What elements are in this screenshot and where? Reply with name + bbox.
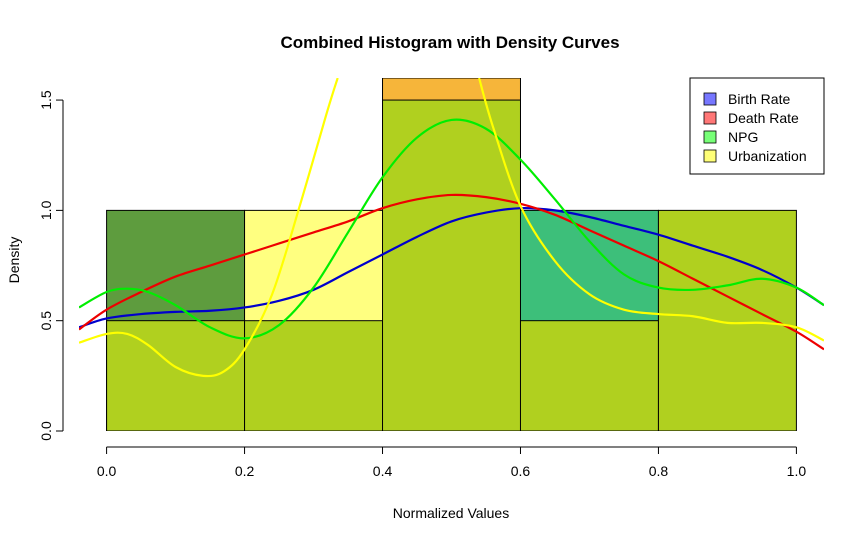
chart-title: Combined Histogram with Density Curves	[280, 33, 619, 52]
x-tick-label: 0.4	[373, 463, 393, 479]
histogram-bar-layer4-bin1	[244, 320, 384, 431]
density-curve-4	[478, 78, 824, 342]
legend-swatch	[703, 130, 717, 144]
legend-swatch	[703, 111, 717, 125]
density-curve-1	[79, 193, 824, 351]
legend-swatch	[703, 92, 717, 106]
x-tick-label: 1.0	[787, 463, 807, 479]
y-tick-label: 0.5	[38, 311, 54, 331]
legend-label: Death Rate	[728, 110, 799, 126]
density-curve-3	[79, 78, 339, 378]
legend-label: NPG	[728, 129, 758, 145]
y-tick-label: 0.0	[38, 421, 54, 441]
x-tick-label: 0.0	[97, 463, 117, 479]
x-tick-label: 0.2	[235, 463, 255, 479]
density-curve-2	[79, 118, 824, 340]
legend: Birth Rate Death Rate NPG Urbanization	[689, 77, 825, 175]
density-curves	[79, 78, 824, 378]
density-curve-0	[79, 206, 824, 329]
legend-label: Birth Rate	[728, 91, 790, 107]
legend-swatch	[703, 149, 717, 163]
histogram-bar-layer4-bin3	[519, 320, 659, 431]
axes: 0.0 0.2 0.4 0.6 0.8 1.0 0.0 0.5 1.0 1.5	[38, 90, 806, 479]
legend-label: Urbanization	[728, 148, 807, 164]
y-tick-label: 1.0	[38, 200, 54, 220]
x-axis-label: Normalized Values	[393, 505, 509, 521]
histogram-bar-layer4-bin0	[106, 320, 246, 431]
y-axis-label: Density	[6, 237, 22, 284]
x-tick-label: 0.8	[649, 463, 669, 479]
y-tick-label: 1.5	[38, 90, 54, 110]
histogram-bar-layer4-bin2	[382, 99, 521, 431]
x-tick-label: 0.6	[511, 463, 531, 479]
